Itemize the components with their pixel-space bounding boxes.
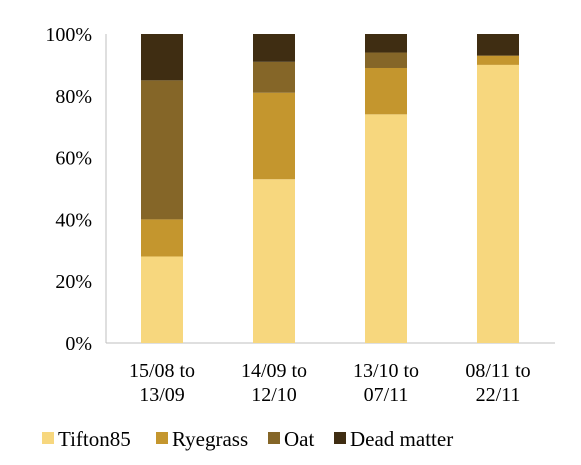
legend-label-ryegrass: Ryegrass — [172, 427, 248, 451]
x-tick-label: 12/10 — [251, 384, 297, 406]
bar-segment-tifton85 — [477, 64, 519, 344]
bar-segment-tifton85 — [253, 179, 295, 343]
bar-segment-dead-matter — [365, 34, 407, 53]
legend-swatch-dead-matter — [334, 432, 346, 444]
bar-segment-tifton85 — [365, 114, 407, 343]
bar-segment-ryegrass — [365, 67, 407, 115]
x-tick-label: 13/09 — [139, 384, 185, 406]
x-tick-label: 08/11 to — [465, 360, 530, 382]
bars — [141, 34, 519, 344]
bar-segment-dead-matter — [141, 34, 183, 81]
x-tick-label: 22/11 — [476, 384, 521, 406]
y-tick-label: 60% — [55, 148, 92, 170]
legend-label-tifton85: Tifton85 — [58, 427, 131, 451]
x-tick-label: 14/09 to — [241, 360, 307, 382]
y-tick-label: 100% — [45, 24, 92, 46]
legend-swatch-ryegrass — [156, 432, 168, 444]
bar-segment-ryegrass — [477, 55, 519, 65]
x-tick-label: 15/08 to — [129, 360, 195, 382]
bar-segment-tifton85 — [141, 256, 183, 343]
x-tick-label: 07/11 — [364, 384, 409, 406]
legend-swatch-tifton85 — [42, 432, 54, 444]
y-tick-label: 80% — [55, 86, 92, 108]
bar-segment-oat — [141, 80, 183, 220]
y-tick-label: 40% — [55, 209, 92, 231]
bar-segment-dead-matter — [477, 34, 519, 56]
y-tick-label: 0% — [65, 333, 92, 355]
y-tick-label: 20% — [55, 271, 92, 293]
bar-segment-dead-matter — [253, 34, 295, 62]
bar-segment-ryegrass — [141, 219, 183, 257]
legend-label-oat: Oat — [284, 427, 314, 451]
bar-segment-ryegrass — [253, 92, 295, 180]
legend-label-dead-matter: Dead matter — [350, 427, 453, 451]
legend: Tifton85 Ryegrass Oat Dead matter — [42, 427, 453, 451]
bar-segment-oat — [253, 61, 295, 93]
y-tick-labels: 0% 20% 40% 60% 80% 100% — [45, 24, 92, 355]
x-tick-label: 13/10 to — [353, 360, 419, 382]
legend-swatch-oat — [268, 432, 280, 444]
bar-segment-oat — [365, 52, 407, 68]
